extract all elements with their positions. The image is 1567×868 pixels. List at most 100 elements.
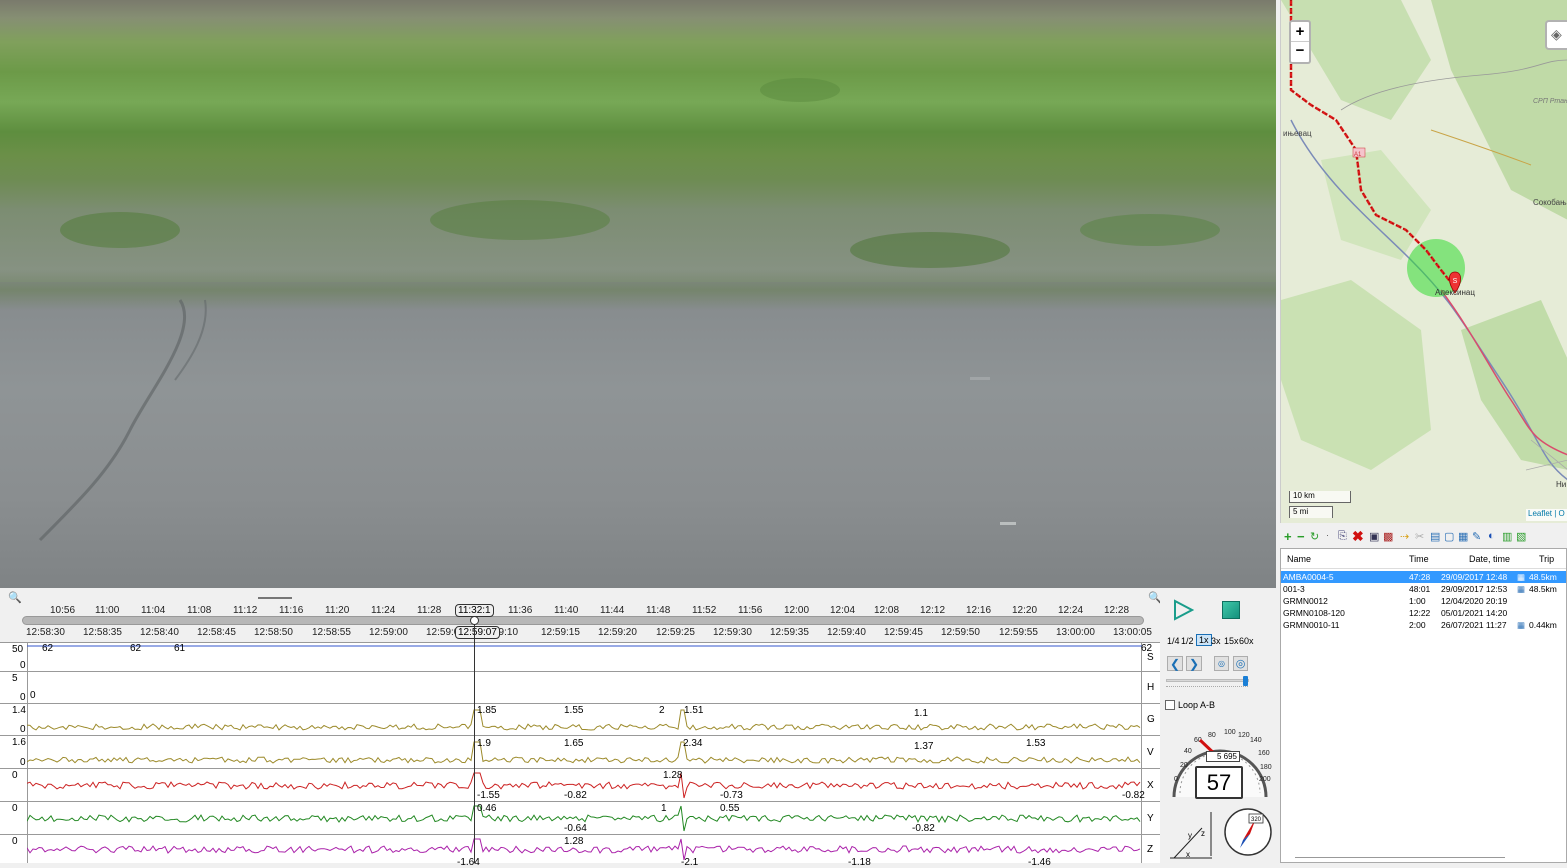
- timeline-scrollbar[interactable]: [22, 616, 1144, 625]
- graph-peak-label: 0.46: [477, 803, 497, 814]
- volume-track[interactable]: [1166, 679, 1249, 682]
- remove-icon[interactable]: −: [1297, 529, 1305, 544]
- video-frame[interactable]: [0, 0, 1276, 588]
- speed-option-15x[interactable]: 15x: [1224, 636, 1239, 646]
- graph-g[interactable]: 1.4 0 G: [0, 703, 1160, 735]
- clock-tick: 12:28: [1104, 605, 1130, 616]
- playback-cursor[interactable]: [474, 619, 475, 863]
- graph-max-label: 0: [12, 836, 18, 847]
- col-time[interactable]: Time: [1409, 554, 1429, 564]
- add-icon[interactable]: +: [1284, 529, 1292, 544]
- time-tick: 12:59:00: [369, 627, 408, 638]
- col-trip[interactable]: Trip: [1539, 554, 1555, 564]
- speed-option-3x[interactable]: 3x: [1211, 636, 1221, 646]
- list-item[interactable]: 001-3 48:01 29/09/2017 12:53 48.5km ▦: [1281, 583, 1566, 595]
- map-zoom-in-button[interactable]: +: [1291, 22, 1309, 42]
- video-road-edge: [0, 270, 1276, 310]
- map-view[interactable]: S СРП Ртањ ињевац Сокобањ Алексинац Ни A…: [1280, 0, 1567, 523]
- play-icon[interactable]: [1172, 599, 1194, 621]
- list-item[interactable]: AMBA0004-5 47:28 29/09/2017 12:48 48.5km ▦: [1281, 571, 1566, 583]
- list-cell-date: 29/09/2017 12:53: [1441, 584, 1508, 594]
- globe-icon[interactable]: ◐: [1488, 530, 1495, 542]
- speed-option-60x[interactable]: 60x: [1239, 636, 1254, 646]
- edit-icon[interactable]: ✎: [1472, 531, 1482, 543]
- list-scrollbar[interactable]: [1295, 857, 1505, 858]
- scroll-grip[interactable]: [258, 597, 292, 599]
- graph-peak-label: 1.28: [564, 836, 584, 847]
- clock-tick: 10:56: [50, 605, 76, 616]
- video-road: [0, 282, 1276, 588]
- time-tick: 59:10: [493, 627, 519, 638]
- gauge-tick: 120: [1238, 732, 1250, 739]
- graph-line: [27, 672, 1142, 704]
- speed-option-1x[interactable]: 1x: [1196, 634, 1212, 646]
- col-date[interactable]: Date, time: [1469, 554, 1511, 564]
- playback-cursor-handle[interactable]: [470, 616, 479, 625]
- merge-icon[interactable]: ⇢: [1400, 531, 1410, 543]
- zoom-out-button[interactable]: ◎: [1214, 656, 1229, 671]
- clock-tick: 12:12: [920, 605, 946, 616]
- refresh-icon[interactable]: ↻: [1310, 531, 1320, 543]
- graph-v[interactable]: 1.6 0 V: [0, 735, 1160, 768]
- frame-icon[interactable]: ▢: [1444, 531, 1455, 543]
- gauge-tick: 80: [1208, 732, 1216, 739]
- gauge-tick: 60: [1194, 737, 1202, 744]
- graph-min-label: 0: [20, 692, 26, 703]
- list-cell-name: 001-3: [1283, 584, 1305, 594]
- gauge-tick: 180: [1260, 764, 1272, 771]
- graph-channel-label: V: [1147, 747, 1154, 758]
- svg-text:z: z: [1201, 829, 1205, 838]
- layers-button[interactable]: ◈: [1545, 20, 1567, 50]
- copy-icon[interactable]: ⎘: [1338, 530, 1347, 542]
- prev-button[interactable]: ❮: [1167, 656, 1183, 671]
- export-icon[interactable]: ▤: [1430, 531, 1441, 543]
- next-button[interactable]: ❯: [1186, 656, 1202, 671]
- graph-s[interactable]: 50 0 S: [0, 642, 1160, 671]
- list-item[interactable]: GRMN0108-120 12:22 05/01/2021 14:20: [1281, 607, 1566, 619]
- graph-peak-label: 62: [42, 643, 54, 654]
- graph-channel-label: G: [1147, 714, 1155, 725]
- graph-peak-label: 1.9: [477, 738, 491, 749]
- time-tick: 12:59:35: [770, 627, 809, 638]
- map-zoom-out-button[interactable]: −: [1295, 42, 1305, 59]
- time-tick: 12:59:40: [827, 627, 866, 638]
- loop-checkbox[interactable]: [1165, 700, 1175, 710]
- image-icon[interactable]: ▧: [1516, 531, 1527, 543]
- map-attribution[interactable]: Leaflet | O: [1526, 509, 1567, 521]
- graph-peak-label: 1.37: [914, 741, 934, 752]
- clock-tick: 12:20: [1012, 605, 1038, 616]
- camera-icon[interactable]: ▩: [1383, 531, 1394, 543]
- delete-icon[interactable]: ✖: [1352, 528, 1364, 544]
- volume-thumb[interactable]: [1243, 676, 1248, 686]
- graph-area: [27, 643, 1142, 671]
- layers-tool-icon[interactable]: ▦: [1458, 531, 1469, 543]
- speed-option-1-2[interactable]: 1/2: [1181, 636, 1194, 646]
- layers-icon: ◈: [1551, 26, 1562, 42]
- speed-option-1-4[interactable]: 1/4: [1167, 636, 1180, 646]
- stop-icon[interactable]: [1222, 601, 1240, 619]
- save-icon[interactable]: ▣: [1369, 531, 1380, 543]
- zoom-in-timeline-icon[interactable]: 🔍: [1148, 592, 1162, 604]
- col-name[interactable]: Name: [1287, 554, 1312, 564]
- trip-icon: ▦: [1517, 620, 1526, 630]
- graph-peak-label: 2: [659, 705, 665, 716]
- zoom-out-timeline-icon[interactable]: 🔍: [8, 592, 22, 604]
- chart-icon[interactable]: ▥: [1502, 531, 1513, 543]
- clock-tick: 11:52: [692, 605, 717, 616]
- graph-peak-label: -0.73: [720, 790, 743, 801]
- cut-icon[interactable]: ✂: [1415, 531, 1425, 543]
- marker-label: S: [1453, 278, 1458, 285]
- list-cell-trip: 0.44km: [1529, 620, 1557, 630]
- graph-channel-label: X: [1147, 780, 1154, 791]
- list-header: Name Time Date, time Trip: [1281, 549, 1566, 569]
- map-marker-icon[interactable]: [1448, 271, 1462, 294]
- list-item[interactable]: GRMN0010-11 2:00 26/07/2021 11:27 0.44km ▦: [1281, 619, 1566, 631]
- graph-area: [27, 802, 1142, 834]
- dropdown-icon[interactable]: ·: [1326, 530, 1329, 540]
- zoom-in-button[interactable]: ◎: [1233, 656, 1248, 671]
- list-item[interactable]: GRMN0012 1:00 12/04/2020 20:19: [1281, 595, 1566, 607]
